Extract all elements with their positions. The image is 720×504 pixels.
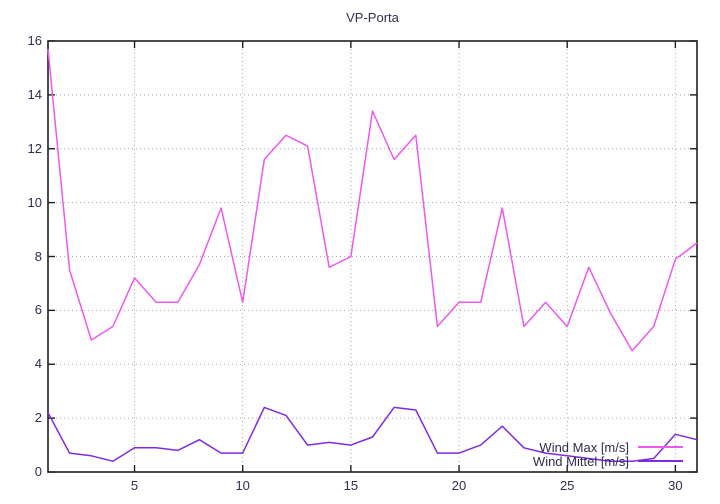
y-tick-label: 2	[34, 410, 42, 426]
legend-item-wind-mittel: Wind Mittel [m/s]	[532, 453, 683, 469]
x-tick-label: 10	[235, 478, 250, 493]
x-tick-label: 20	[451, 478, 467, 493]
y-tick-label: 4	[34, 356, 42, 372]
y-tick-label: 6	[34, 302, 42, 318]
x-tick-label: 5	[130, 478, 139, 493]
series-line-wind-max	[47, 49, 698, 352]
legend: Wind Max [m/s] Wind Mittel [m/s]	[532, 439, 683, 469]
series-line-wind-mittel	[47, 406, 698, 462]
legend-label-wind-mittel: Wind Mittel [m/s]	[532, 453, 629, 469]
legend-label-wind-max: Wind Max [m/s]	[539, 439, 629, 455]
y-tick-label: 0	[34, 464, 42, 479]
legend-line-sample	[638, 460, 683, 462]
x-tick-label: 15	[343, 478, 359, 493]
y-tick-label: 14	[27, 86, 42, 102]
y-tick-label: 10	[27, 194, 42, 210]
y-tick-label: 8	[34, 248, 42, 264]
x-tick-label: 30	[668, 478, 683, 493]
chart-title: VP-Porta	[346, 10, 399, 25]
y-tick-label: 12	[27, 140, 42, 156]
y-tick-label: 16	[27, 33, 42, 48]
legend-line-sample	[638, 446, 683, 448]
x-tick-label: 25	[559, 478, 575, 493]
legend-item-wind-max: Wind Max [m/s]	[533, 439, 683, 455]
